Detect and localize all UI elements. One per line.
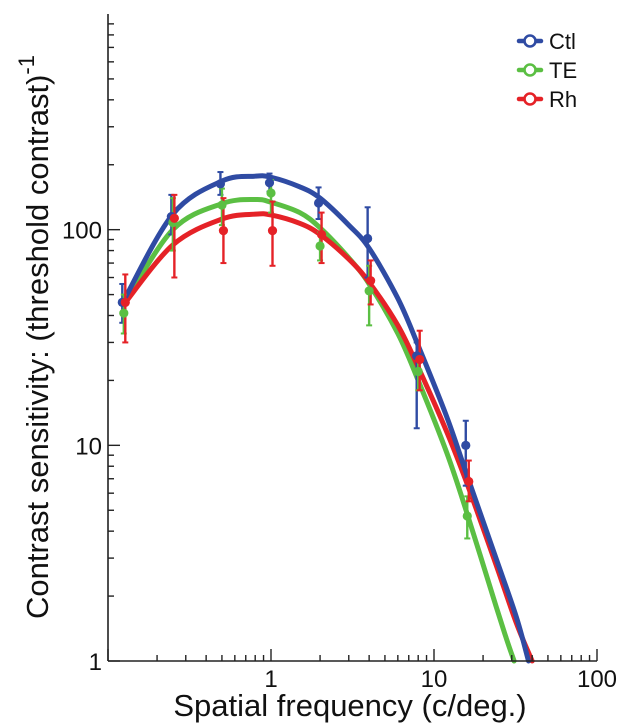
y-axis-label-main: Contrast sensitivity: (threshold contras… xyxy=(20,75,55,619)
legend-label-rh: Rh xyxy=(549,87,577,112)
fit-curve-te xyxy=(121,196,517,664)
data-points xyxy=(117,178,474,521)
data-point-ctl xyxy=(313,198,324,208)
fit-curves xyxy=(121,173,535,664)
data-point-te xyxy=(413,366,423,377)
data-point-rh xyxy=(218,226,229,236)
x-tick-label: 10 xyxy=(421,666,448,693)
data-point-rh xyxy=(267,226,278,236)
axes xyxy=(107,14,598,662)
x-tick-label: 1 xyxy=(264,666,277,693)
legend-label-te: TE xyxy=(549,58,577,83)
data-point-te xyxy=(462,511,472,521)
x-tick-label: 100 xyxy=(577,666,617,693)
data-point-te xyxy=(217,200,227,210)
y-tick-label: 10 xyxy=(75,433,102,460)
data-point-rh xyxy=(415,354,425,365)
data-point-rh xyxy=(316,229,327,240)
legend-swatch-marker-ctl xyxy=(523,34,537,48)
legend-label-ctl: Ctl xyxy=(549,29,576,54)
x-axis-label: Spatial frequency (c/deg.) xyxy=(173,688,526,723)
data-point-te xyxy=(119,308,129,318)
legend-swatch-marker-rh xyxy=(523,92,537,106)
data-point-rh xyxy=(169,213,179,223)
y-axis-label-superscript: -1 xyxy=(14,55,39,75)
data-point-rh xyxy=(464,476,474,487)
data-point-ctl xyxy=(215,179,226,189)
data-point-ctl xyxy=(461,440,471,450)
tick-labels: 1 10 100 1 10 100 xyxy=(62,218,617,693)
data-point-ctl xyxy=(363,233,373,244)
y-tick-label: 1 xyxy=(89,649,102,676)
data-point-te xyxy=(364,286,374,296)
legend: Ctl TE Rh xyxy=(516,29,577,112)
y-axis-label: Contrast sensitivity: (threshold contras… xyxy=(14,55,55,619)
y-tick-label: 100 xyxy=(62,218,102,245)
data-point-te xyxy=(266,188,276,198)
data-point-ctl xyxy=(264,178,275,188)
data-point-rh xyxy=(366,276,376,286)
data-point-rh xyxy=(120,297,130,307)
legend-swatch-marker-te xyxy=(523,63,537,77)
data-point-te xyxy=(315,241,325,251)
fit-curve-rh xyxy=(121,211,535,664)
fit-curve-ctl xyxy=(121,173,531,664)
